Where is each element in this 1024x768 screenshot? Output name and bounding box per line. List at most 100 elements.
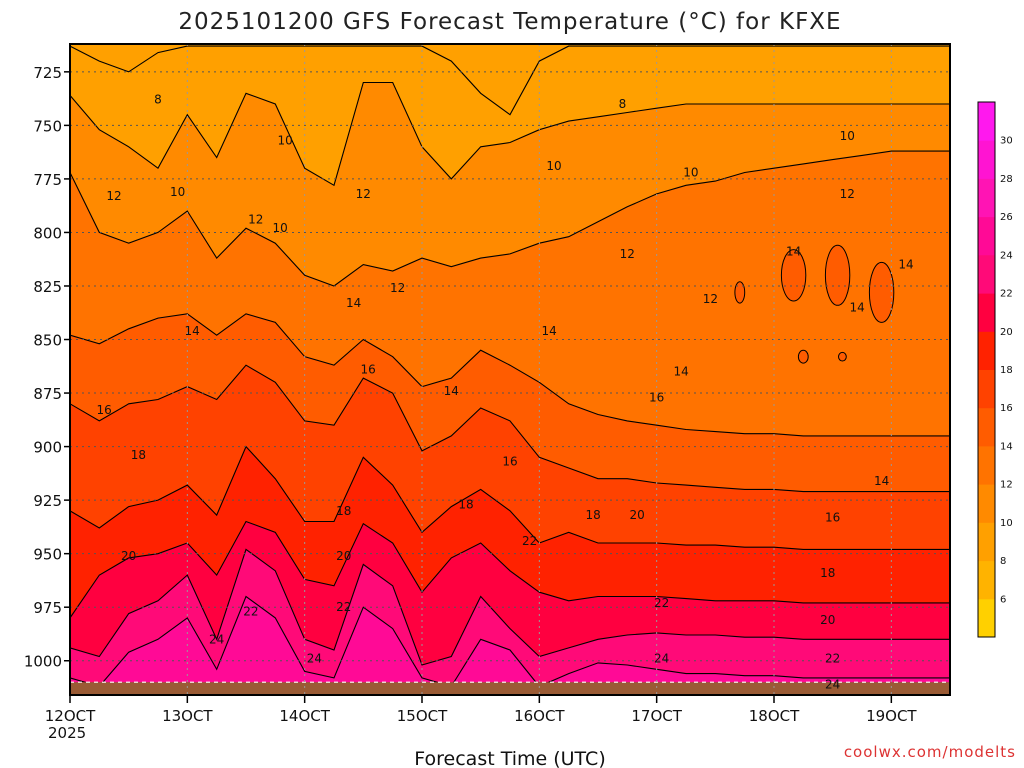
chart-title: 2025101200 GFS Forecast Temperature (°C)… — [178, 9, 841, 35]
contour-label: 12 — [620, 247, 635, 261]
y-tick-label: 750 — [33, 117, 62, 135]
contour-label: 16 — [502, 455, 517, 469]
isotherm-16 — [70, 364, 950, 493]
colorbar-swatch — [978, 102, 995, 141]
ground-surface — [70, 681, 950, 695]
isotherms — [70, 45, 950, 688]
contour-label: 14 — [898, 258, 913, 272]
colorbar-swatch — [978, 331, 995, 370]
y-tick-label: 825 — [33, 278, 62, 296]
y-axis: 725 750 775 800 825 850 875 900 925 950 975 1000 — [24, 64, 70, 671]
y-tick-label: 975 — [33, 599, 62, 617]
x-tick-label: 19OCT — [866, 707, 917, 725]
warm-pocket-6 — [838, 351, 847, 362]
plot-area: 8 8 10 10 10 10 10 10 12 12 12 12 12 12 12 14 14 14 14 14 14… — [69, 43, 951, 696]
y-tick-label: 1000 — [24, 653, 62, 671]
contour-label: 14 — [444, 384, 459, 398]
y-tick-label: 925 — [33, 492, 62, 510]
colorbar-label: 8 — [1000, 556, 1006, 567]
colorbar-swatch — [978, 445, 995, 485]
contour-label: 14 — [874, 474, 889, 488]
y-tick-label: 900 — [33, 439, 62, 457]
contour-label: 16 — [97, 403, 112, 417]
contour-label: 16 — [649, 390, 664, 404]
x-tick-label: 16OCT — [514, 707, 565, 725]
contour-label: 18 — [458, 497, 473, 511]
colorbar: 6 8 10 12 14 16 18 20 22 24 26 28 30 — [977, 101, 1013, 638]
contour-label: 18 — [585, 508, 600, 522]
contour-label: 12 — [356, 187, 371, 201]
contour-label: 20 — [336, 549, 351, 563]
isotherm-18 — [70, 445, 950, 550]
contour-label: 18 — [336, 504, 351, 518]
warm-pocket-5 — [797, 349, 809, 364]
colorbar-label: 28 — [1000, 174, 1013, 185]
isotherm-20 — [70, 520, 950, 619]
x-axis-year: 2025 — [48, 724, 86, 742]
contour-label: 22 — [243, 605, 258, 619]
contour-label: 22 — [522, 534, 537, 548]
colorbar-swatch — [978, 484, 995, 523]
colorbar-label: 24 — [1000, 250, 1013, 261]
contour-label: 24 — [307, 652, 322, 666]
isotherm-24 — [70, 595, 950, 688]
gridlines — [70, 44, 950, 695]
contour-label: 12 — [703, 292, 718, 306]
contour-label: 10 — [840, 129, 855, 143]
warm-pockets — [734, 244, 895, 364]
colorbar-swatch — [978, 140, 995, 179]
warm-pocket-1 — [780, 249, 807, 302]
contour-label: 12 — [248, 213, 263, 227]
contour-label: 14 — [541, 324, 556, 338]
colorbar-swatch — [978, 254, 995, 294]
contour-label: 14 — [346, 296, 361, 310]
warm-pocket-2 — [824, 244, 851, 306]
credit-link[interactable]: coolwx.com/modelts — [844, 743, 1016, 761]
contour-label: 24 — [654, 652, 669, 666]
contour-label: 22 — [336, 600, 351, 614]
x-axis: 12OCT 13OCT 14OCT 15OCT 16OCT 17OCT 18OCT 19OCT — [45, 695, 917, 725]
x-tick-label: 17OCT — [631, 707, 682, 725]
colorbar-label: 18 — [1000, 365, 1013, 376]
contour-label: 16 — [361, 363, 376, 377]
contour-label: 14 — [185, 324, 200, 338]
contour-label: 12 — [840, 187, 855, 201]
colorbar-swatch — [978, 407, 995, 447]
y-tick-label: 725 — [33, 64, 62, 82]
contour-label: 10 — [273, 221, 288, 235]
temperature-band-24 — [70, 596, 950, 695]
contour-label: 10 — [683, 166, 698, 180]
isotherm-14 — [70, 313, 950, 437]
colorbar-swatch — [978, 293, 995, 332]
contour-label: 24 — [209, 632, 224, 646]
contour-label: 12 — [106, 189, 121, 203]
contour-label: 22 — [654, 596, 669, 610]
colorbar-swatch — [978, 178, 995, 218]
colorbar-swatch — [978, 560, 995, 600]
x-tick-label: 14OCT — [279, 707, 330, 725]
colorbar-frame — [977, 101, 996, 638]
y-tick-label: 775 — [33, 171, 62, 189]
contour-label: 14 — [849, 300, 864, 314]
contour-label: 12 — [390, 281, 405, 295]
contour-label: 20 — [121, 549, 136, 563]
colorbar-label: 16 — [1000, 403, 1013, 414]
contour-label: 20 — [820, 613, 835, 627]
ground-fill — [70, 682, 950, 695]
contour-label: 22 — [825, 652, 840, 666]
y-tick-label: 875 — [33, 385, 62, 403]
x-tick-label: 13OCT — [162, 707, 213, 725]
isotherm-10 — [70, 81, 950, 187]
contour-label: 24 — [825, 677, 840, 691]
colorbar-swatch — [978, 216, 995, 256]
colorbar-swatch — [978, 598, 995, 638]
x-tick-label: 15OCT — [397, 707, 448, 725]
temperature-bands — [70, 46, 950, 695]
plot-frame — [69, 43, 951, 696]
contour-label: 10 — [170, 185, 185, 199]
y-tick-label: 950 — [33, 546, 62, 564]
contour-label: 18 — [820, 566, 835, 580]
isotherm-22 — [70, 548, 950, 666]
colorbar-label: 26 — [1000, 212, 1013, 223]
